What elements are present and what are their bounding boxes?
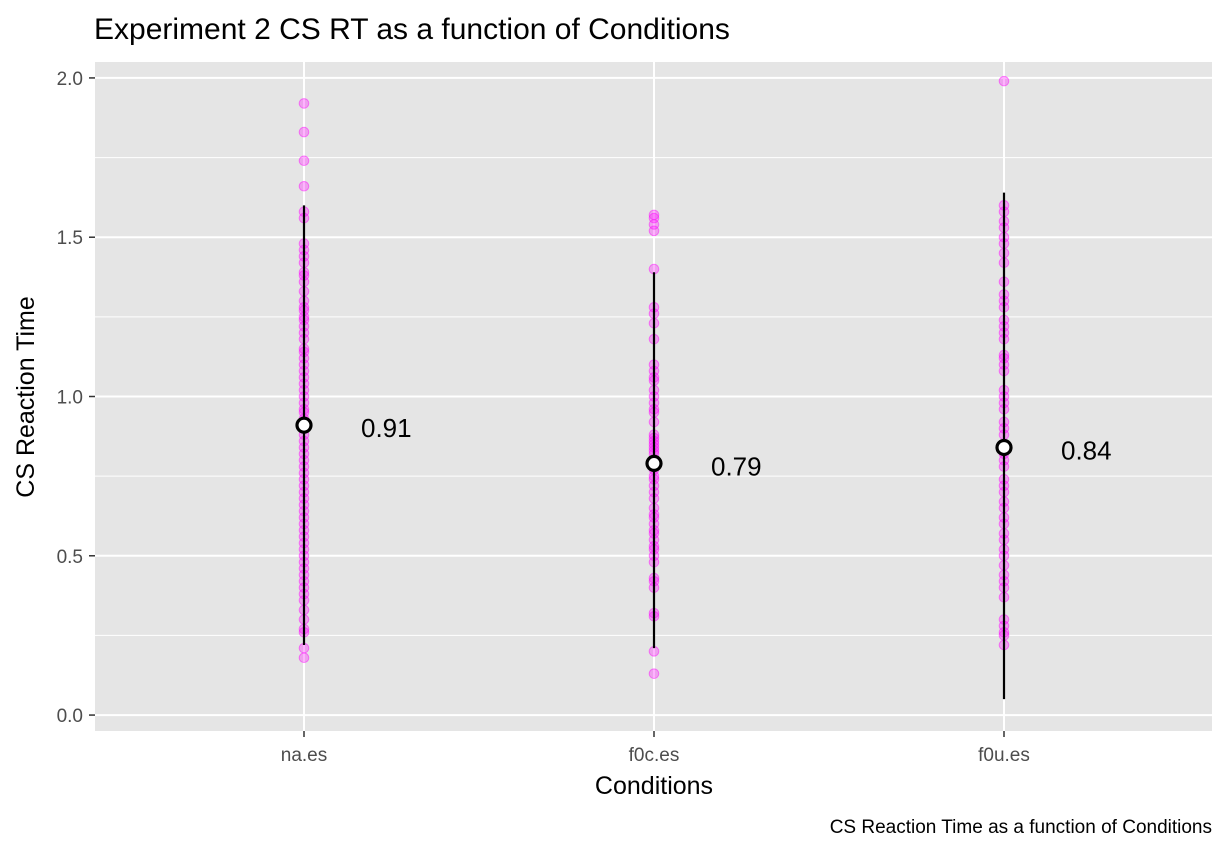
chart-caption: CS Reaction Time as a function of Condit… (830, 817, 1212, 838)
y-tick-label: 1.5 (57, 228, 83, 249)
x-tick-label: f0u.es (978, 745, 1030, 766)
data-point (298, 155, 310, 167)
data-point (298, 180, 310, 192)
mean-label: 0.79 (711, 451, 762, 481)
y-tick-label: 0.0 (57, 706, 83, 727)
data-point (998, 75, 1010, 87)
mean-marker (995, 438, 1013, 457)
y-axis: 0.0 0.5 1.0 1.5 2.0 (57, 69, 95, 727)
data-point (648, 212, 660, 224)
y-axis-title: CS Reaction Time (12, 296, 40, 497)
y-tick-label: 0.5 (57, 547, 83, 568)
mean-marker (645, 454, 663, 472)
x-tick-label: na.es (281, 745, 327, 766)
data-point (648, 219, 660, 230)
data-point (648, 668, 660, 679)
x-tick-label: f0c.es (629, 745, 680, 766)
mean-marker (295, 416, 313, 434)
data-point (298, 652, 310, 664)
y-tick-label: 2.0 (57, 69, 83, 90)
data-point (298, 98, 310, 109)
chart-title: Experiment 2 CS RT as a function of Cond… (94, 13, 730, 46)
mean-label: 0.91 (361, 413, 412, 443)
mean-labels: 0.91 0.79 0.84 (361, 413, 1112, 481)
data-point (298, 126, 310, 138)
y-tick-label: 1.0 (57, 388, 83, 409)
data-point (648, 225, 660, 237)
mean-markers (295, 416, 1013, 472)
mean-label: 0.84 (1061, 435, 1112, 465)
x-axis: na.es f0c.es f0u.es (281, 731, 1030, 766)
data-point (648, 209, 660, 221)
x-axis-title: Conditions (595, 772, 713, 800)
